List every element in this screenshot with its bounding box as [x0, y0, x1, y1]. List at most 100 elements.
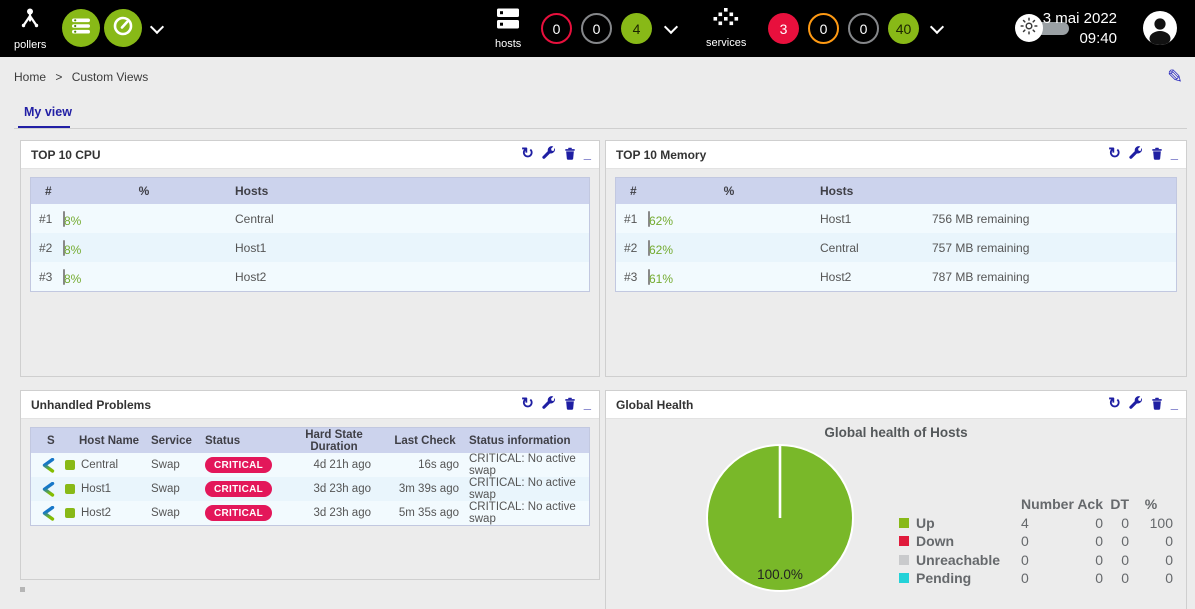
panel-resize-handle[interactable] — [20, 587, 25, 592]
minimize-icon[interactable]: _ — [583, 145, 591, 161]
table-row[interactable]: Host1 Swap CRITICAL 3d 23h ago 3m 39s ag… — [31, 477, 589, 501]
hosts-health-pie-chart: 100.0% — [706, 444, 854, 592]
sun-icon — [1020, 16, 1038, 40]
wrench-icon[interactable] — [1128, 396, 1143, 411]
pie-chart-title: Global health of Hosts — [824, 425, 968, 440]
host-name-link[interactable]: Host2 — [81, 507, 112, 519]
legend-label: Pending — [916, 570, 972, 587]
hosts-up-counter[interactable]: 4 — [621, 13, 652, 44]
poller-list-button[interactable] — [62, 9, 100, 47]
host-cell: Host2 — [235, 269, 267, 284]
edit-view-pencil-icon[interactable]: ✎ — [1167, 67, 1183, 88]
minimize-icon[interactable]: _ — [1170, 395, 1178, 411]
legend-header-pct: % — [1144, 496, 1158, 513]
status-info-cell: CRITICAL: No active swap — [469, 477, 576, 501]
trash-icon[interactable] — [1150, 146, 1164, 161]
duration-cell: 4d 21h ago — [313, 459, 371, 471]
theme-toggle[interactable] — [1015, 14, 1071, 42]
trash-icon[interactable] — [563, 146, 577, 161]
hosts-label: hosts — [495, 38, 522, 50]
table-row: #1 62% Host1 756 MB remaining — [616, 204, 1176, 233]
service-link[interactable]: Swap — [151, 459, 180, 471]
user-avatar[interactable] — [1143, 11, 1177, 45]
services-icon — [713, 8, 739, 35]
panel-unhandled-problems-tools: ↻ _ — [521, 396, 591, 411]
legend-pct: 0 — [1165, 533, 1173, 550]
host-status-square — [65, 508, 75, 518]
cpu-usage-bar: 8% — [63, 268, 81, 286]
minimize-icon[interactable]: _ — [1170, 145, 1178, 161]
col-header-rank: # — [45, 184, 52, 198]
panel-unhandled-problems-header: Unhandled Problems ↻ _ — [21, 391, 599, 419]
panel-top10-cpu-tools: ↻ _ — [521, 146, 591, 161]
status-badge: CRITICAL — [205, 481, 273, 497]
centreon-chevron-icon — [31, 481, 65, 497]
breadcrumb-custom-views[interactable]: Custom Views — [71, 70, 149, 84]
table-row[interactable]: Host2 Swap CRITICAL 3d 23h ago 5m 35s ag… — [31, 501, 589, 525]
clock: 3 mai 2022 09:40 — [1043, 9, 1117, 49]
tab-my-view[interactable]: My view — [24, 105, 72, 119]
centreon-chevron-icon — [31, 505, 65, 521]
pollers-status[interactable]: pollers — [14, 0, 46, 57]
table-row: #2 8% Host1 — [31, 233, 589, 262]
poller-latency-button[interactable] — [104, 9, 142, 47]
minimize-icon[interactable]: _ — [583, 395, 591, 411]
host-name-link[interactable]: Host1 — [81, 483, 112, 495]
services-ok-counter[interactable]: 40 — [888, 13, 919, 44]
duration-cell: 3d 23h ago — [313, 507, 371, 519]
legend-header-number: Number — [1021, 496, 1074, 513]
col-header-status: Status — [205, 434, 241, 447]
hosts-unreachable-counter[interactable]: 0 — [581, 13, 612, 44]
status-badge: CRITICAL — [205, 457, 273, 473]
tab-active-underline — [18, 126, 70, 129]
theme-toggle-knob — [1015, 14, 1043, 42]
service-link[interactable]: Swap — [151, 483, 180, 495]
hosts-status[interactable]: hosts — [495, 0, 521, 57]
col-header-hosts: Hosts — [235, 184, 269, 198]
services-warning-counter[interactable]: 0 — [808, 13, 839, 44]
col-header-rank: # — [630, 184, 637, 198]
trash-icon[interactable] — [1150, 396, 1164, 411]
duration-cell: 3d 23h ago — [313, 483, 371, 495]
legend-pct: 0 — [1165, 551, 1173, 568]
services-unknown-counter[interactable]: 0 — [848, 13, 879, 44]
refresh-icon[interactable]: ↻ — [521, 395, 534, 412]
legend-label: Unreachable — [916, 551, 1001, 568]
centreon-chevron-icon — [31, 457, 65, 473]
host-name-link[interactable]: Central — [81, 459, 119, 471]
refresh-icon[interactable]: ↻ — [1108, 395, 1121, 412]
hosts-down-counter[interactable]: 0 — [541, 13, 572, 44]
host-cell: Host1 — [235, 240, 267, 255]
pollers-chevron-down-icon[interactable] — [149, 19, 165, 35]
legend-ack: 0 — [1095, 533, 1103, 550]
gauge-icon — [111, 14, 135, 43]
legend-dt: 0 — [1121, 551, 1129, 568]
legend-ack: 0 — [1095, 570, 1103, 587]
hosts-icon — [495, 7, 521, 36]
legend-dt: 0 — [1121, 533, 1129, 550]
wrench-icon[interactable] — [541, 146, 556, 161]
status-badge: CRITICAL — [205, 505, 273, 521]
services-critical-count: 3 — [779, 20, 788, 37]
breadcrumb-home[interactable]: Home — [14, 70, 47, 84]
service-link[interactable]: Swap — [151, 507, 180, 519]
refresh-icon[interactable]: ↻ — [1108, 145, 1121, 162]
table-row: #3 61% Host2 787 MB remaining — [616, 262, 1176, 291]
services-status[interactable]: services — [706, 0, 746, 57]
wrench-icon[interactable] — [541, 396, 556, 411]
col-header-duration: Hard State Duration — [305, 428, 363, 453]
status-info-cell: CRITICAL: No active swap — [469, 453, 576, 477]
legend-pct: 0 — [1165, 570, 1173, 587]
trash-icon[interactable] — [563, 396, 577, 411]
hosts-chevron-down-icon[interactable] — [663, 19, 679, 35]
table-row[interactable]: Central Swap CRITICAL 4d 21h ago 16s ago… — [31, 453, 589, 477]
panel-top10-memory-tools: ↻ _ — [1108, 146, 1178, 161]
refresh-icon[interactable]: ↻ — [521, 145, 534, 162]
services-critical-counter[interactable]: 3 — [768, 13, 799, 44]
services-chevron-down-icon[interactable] — [929, 19, 945, 35]
wrench-icon[interactable] — [1128, 146, 1143, 161]
pie-slice-label: 100.0% — [757, 567, 803, 582]
col-header-percent: % — [138, 184, 150, 198]
table-row: #3 8% Host2 — [31, 262, 589, 291]
hosts-up-count: 4 — [632, 20, 641, 37]
